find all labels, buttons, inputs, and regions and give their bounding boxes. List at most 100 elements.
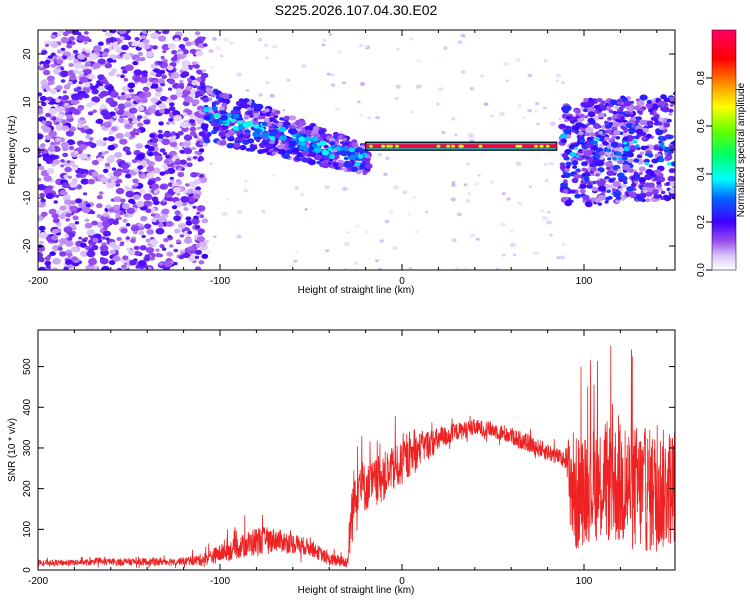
spectrogram-cell — [109, 37, 118, 43]
spectrogram-cell — [600, 135, 605, 139]
spectrogram-cell — [598, 185, 607, 192]
spectrogram-cell — [527, 109, 533, 113]
spectrogram-cell — [213, 118, 220, 124]
spectrogram-cell — [121, 44, 129, 51]
spectrogram-cell — [175, 158, 181, 163]
spectrogram-cell — [191, 61, 197, 65]
spectrogram-cell — [223, 37, 229, 42]
spectrogram-cell — [321, 162, 330, 169]
spectrogram-cell — [208, 162, 213, 166]
spectrogram-cell — [225, 198, 230, 201]
spectrogram-cell — [191, 79, 199, 86]
spectrogram-cell — [566, 199, 572, 204]
spectrogram-cell — [75, 100, 80, 104]
spectrogram-cell — [61, 125, 69, 131]
spectrogram-cell — [412, 196, 416, 199]
spectrogram-cell — [113, 196, 122, 203]
spectrogram-cell — [191, 218, 200, 225]
spectrogram-cell — [313, 147, 322, 153]
spectrogram-cell — [261, 210, 266, 213]
spectrogram-cell — [202, 107, 211, 113]
spectrogram-cell — [158, 262, 164, 266]
spectrogram-cell — [571, 177, 579, 184]
y-tick-label: 200 — [22, 480, 33, 497]
spectrogram-cell — [358, 114, 363, 117]
spectrogram-cell — [522, 116, 526, 119]
spectrogram-cell — [354, 161, 361, 167]
spectrogram-cell — [626, 151, 634, 158]
spectrogram-cell — [559, 162, 566, 167]
spectrogram-cell — [263, 148, 269, 152]
spectrogram-cell — [189, 131, 197, 136]
x-tick-label: 100 — [576, 276, 593, 287]
spectrogram-cell — [188, 119, 196, 124]
spectrogram-cell — [201, 218, 209, 224]
spectrogram-cell — [377, 153, 382, 157]
snr-line — [38, 345, 675, 569]
spectrogram-cell — [348, 147, 356, 153]
colorbar: 0.0 0.2 0.4 0.6 0.8 Normalized spectral ampl… — [696, 29, 747, 277]
spectrogram-cell — [410, 110, 415, 114]
spectrogram-cell — [330, 83, 336, 87]
spectrogram-cell — [161, 138, 171, 146]
spectrogram-cell — [620, 183, 627, 189]
spectrogram-cell — [167, 87, 173, 91]
spectrogram-cell — [174, 210, 181, 215]
spectrogram-cell — [199, 240, 208, 247]
spectrogram-cell — [180, 121, 189, 129]
spectrogram-cell — [71, 166, 78, 171]
spectrogram-cell — [615, 136, 621, 140]
spectrogram-cell — [607, 157, 612, 161]
spectrogram-cell — [253, 117, 258, 122]
spectrogram-cell — [77, 53, 86, 60]
spectrogram-cell — [182, 49, 189, 55]
spectrogram-cell — [516, 58, 521, 62]
spectrogram-cell — [45, 112, 52, 118]
spectrogram-cell — [137, 106, 145, 111]
spectrogram-cell — [65, 259, 74, 266]
spectrogram-cell — [642, 186, 647, 190]
y-tick-label: 10 — [22, 96, 33, 108]
spectrogram-cell — [72, 49, 79, 54]
spectrogram-cell — [173, 215, 182, 222]
spectrogram-cell — [253, 124, 260, 129]
spectrogram-cell — [76, 32, 82, 36]
spectrogram-cell — [136, 128, 142, 133]
spectrogram-cell — [261, 122, 268, 126]
spectrogram-cell — [193, 64, 200, 69]
spectrogram-cell — [659, 142, 665, 146]
spectrogram-cell — [263, 117, 270, 123]
spectrogram-cell — [582, 194, 590, 201]
spectrogram-cell — [282, 153, 290, 159]
spectrogram-cell — [59, 190, 67, 196]
spectrogram-cell — [213, 109, 219, 114]
spectrogram-cell — [127, 82, 136, 89]
spectrogram-cell — [505, 79, 509, 82]
spectrogram-cell — [219, 140, 227, 146]
spectrogram-cell — [71, 231, 76, 235]
spectrogram-cell — [60, 141, 70, 149]
spectrogram-cell — [159, 244, 165, 249]
spectrogram-cell — [517, 104, 522, 108]
spectrogram-cell — [236, 234, 242, 239]
spectrogram-cell — [203, 115, 211, 121]
spectrogram-cell — [645, 198, 651, 203]
spectrogram-cell — [102, 168, 109, 173]
spectrogram-cell — [155, 227, 165, 235]
spectrogram-cell — [644, 152, 650, 157]
spectrogram-cell — [626, 186, 635, 192]
spectrogram-cell — [220, 115, 228, 121]
spectrogram-cell — [219, 110, 226, 115]
spectrogram-cell — [135, 265, 140, 269]
spectrogram-cell — [150, 183, 160, 190]
spectrogram-cell — [283, 115, 290, 121]
spectrogram-cell — [169, 176, 174, 180]
spectrogram-cell — [146, 172, 155, 179]
spectrogram-cell — [181, 71, 190, 77]
spectrogram-cell — [365, 230, 369, 234]
spectrogram-cell — [582, 108, 588, 113]
spectrogram-cell — [130, 41, 138, 47]
spectrogram-cell — [189, 48, 197, 55]
spectrogram-cell — [102, 30, 107, 33]
spectrogram-cell — [269, 94, 275, 98]
